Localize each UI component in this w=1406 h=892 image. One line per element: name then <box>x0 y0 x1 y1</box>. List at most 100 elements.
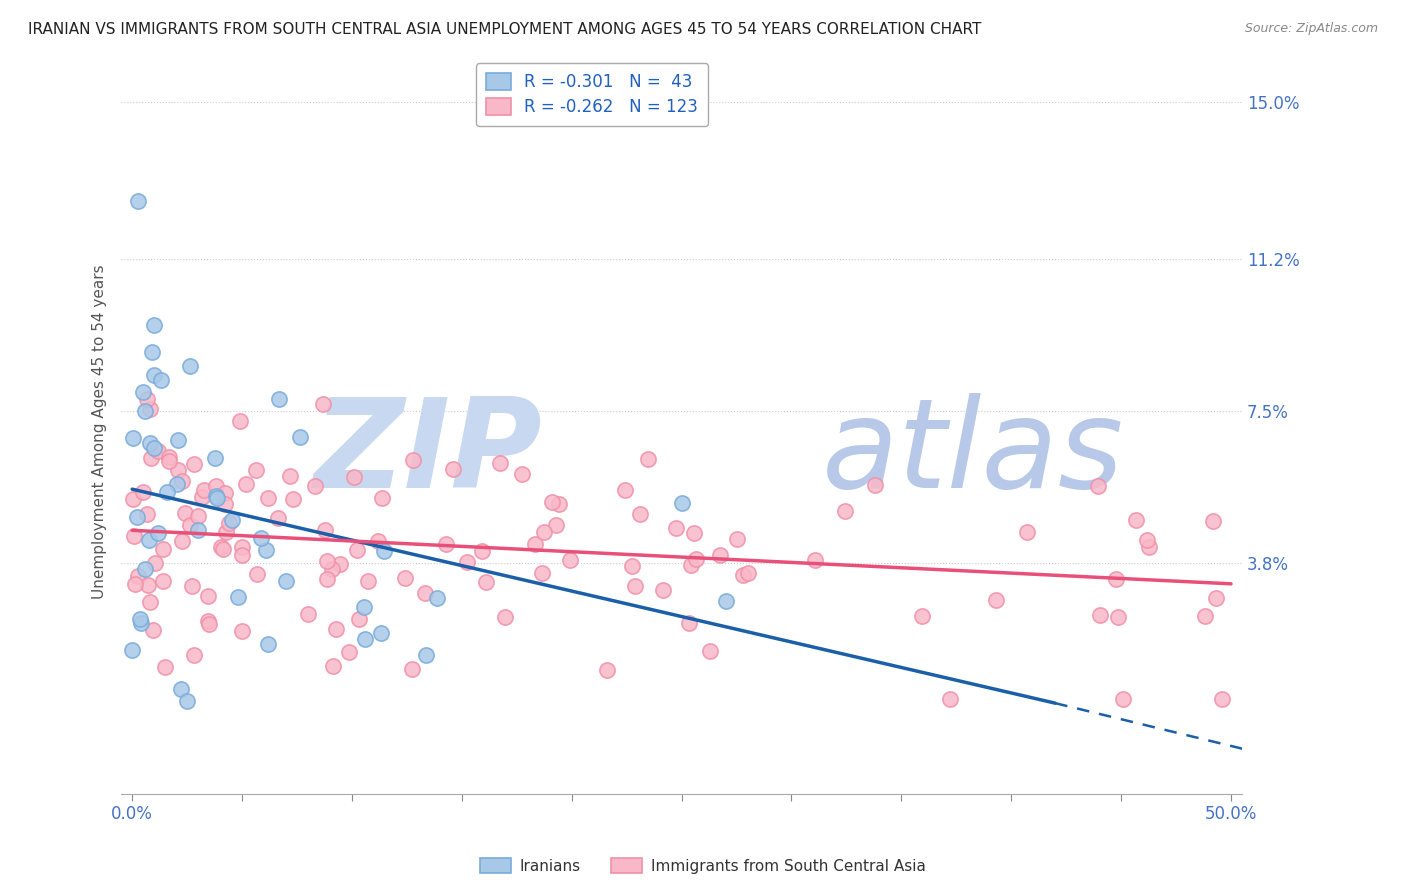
Point <box>322 659 344 673</box>
Point <box>205 479 228 493</box>
Point <box>138 595 160 609</box>
Point <box>183 458 205 472</box>
Point <box>685 552 707 566</box>
Point <box>136 577 159 591</box>
Point <box>139 401 162 416</box>
Point <box>353 599 375 614</box>
Point <box>267 392 290 407</box>
Point <box>679 558 702 572</box>
Point <box>1125 513 1147 527</box>
Point <box>176 694 198 708</box>
Point <box>166 463 188 477</box>
Point <box>1205 591 1227 605</box>
Text: ZIP: ZIP <box>312 392 541 514</box>
Point <box>131 485 153 500</box>
Point <box>413 586 436 600</box>
Point <box>624 579 647 593</box>
Point <box>127 194 149 208</box>
Point <box>245 462 267 476</box>
Point <box>370 491 392 505</box>
Point <box>157 454 180 468</box>
Point <box>141 345 163 359</box>
Point <box>231 540 253 554</box>
Point <box>523 536 546 550</box>
Point <box>596 663 619 677</box>
Point <box>315 572 337 586</box>
Point <box>911 609 934 624</box>
Point <box>214 496 236 510</box>
Point <box>257 637 280 651</box>
Point <box>197 614 219 628</box>
Point <box>714 593 737 607</box>
Text: IRANIAN VS IMMIGRANTS FROM SOUTH CENTRAL ASIA UNEMPLOYMENT AMONG AGES 45 TO 54 Y: IRANIAN VS IMMIGRANTS FROM SOUTH CENTRAL… <box>28 22 981 37</box>
Point <box>325 622 347 636</box>
Text: Source: ZipAtlas.com: Source: ZipAtlas.com <box>1244 22 1378 36</box>
Point <box>401 662 423 676</box>
Point <box>135 392 157 406</box>
Point <box>394 571 416 585</box>
Point <box>1090 607 1112 622</box>
Point <box>304 479 326 493</box>
Point <box>280 469 302 483</box>
Point <box>129 612 152 626</box>
Point <box>541 495 564 509</box>
Point <box>1087 478 1109 492</box>
Point <box>250 531 273 545</box>
Point <box>143 368 166 382</box>
Point <box>229 414 252 428</box>
Point <box>737 566 759 580</box>
Point <box>494 610 516 624</box>
Point <box>471 543 494 558</box>
Text: atlas: atlas <box>821 392 1123 514</box>
Point <box>329 558 352 572</box>
Point <box>544 517 567 532</box>
Point <box>699 643 721 657</box>
Point <box>671 496 693 510</box>
Point <box>415 648 437 663</box>
Point <box>665 521 688 535</box>
Point <box>132 385 155 400</box>
Point <box>254 542 277 557</box>
Point <box>343 470 366 484</box>
Point <box>441 462 464 476</box>
Point <box>170 681 193 696</box>
Point <box>267 510 290 524</box>
Point <box>803 552 825 566</box>
Point <box>129 616 152 631</box>
Point <box>157 450 180 465</box>
Point <box>191 490 214 504</box>
Point <box>142 623 165 637</box>
Point <box>181 579 204 593</box>
Point <box>1202 514 1225 528</box>
Point <box>613 483 636 497</box>
Point <box>346 543 368 558</box>
Point <box>1137 540 1160 554</box>
Point <box>986 593 1008 607</box>
Point <box>231 549 253 563</box>
Point <box>725 533 748 547</box>
Point <box>209 541 232 555</box>
Point <box>637 452 659 467</box>
Point <box>152 541 174 556</box>
Point <box>733 568 755 582</box>
Point <box>141 450 163 465</box>
Point <box>274 574 297 589</box>
Point <box>402 453 425 467</box>
Point <box>1211 692 1233 706</box>
Point <box>1017 524 1039 539</box>
Point <box>139 436 162 450</box>
Point <box>939 692 962 706</box>
Point <box>207 491 229 506</box>
Point <box>215 525 238 540</box>
Point <box>122 491 145 506</box>
Point <box>155 660 177 674</box>
Point <box>533 524 555 539</box>
Point <box>172 534 194 549</box>
Point <box>1107 610 1129 624</box>
Point <box>1194 608 1216 623</box>
Point <box>214 486 236 500</box>
Point <box>373 543 395 558</box>
Point <box>155 484 177 499</box>
Point <box>709 548 731 562</box>
Point <box>134 562 156 576</box>
